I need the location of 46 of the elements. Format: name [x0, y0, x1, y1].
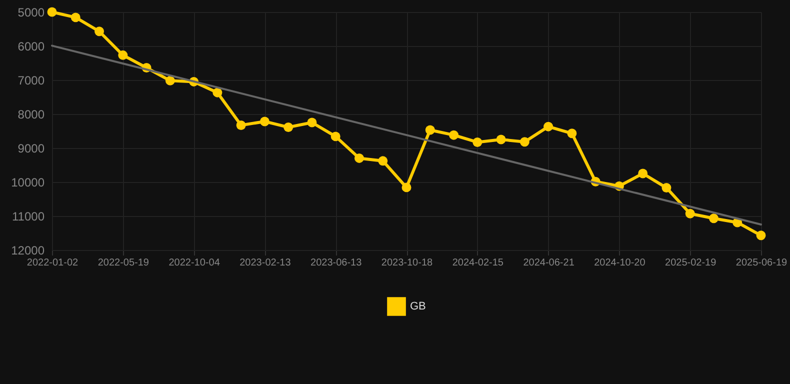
x-tick-label: 2025-06-19 — [736, 258, 788, 268]
y-tick-label: 7000 — [18, 74, 45, 88]
point — [47, 7, 57, 17]
x-tick-label: 2022-01-02 — [26, 258, 79, 268]
x-tick-label: 2024-02-15 — [452, 258, 504, 268]
legend-label: GB — [410, 300, 426, 312]
point — [354, 153, 364, 163]
x-tick-label: 2022-05-19 — [98, 258, 150, 268]
point — [567, 128, 577, 138]
point — [520, 137, 530, 147]
point — [496, 134, 506, 144]
x-tick-label: 2023-02-13 — [240, 258, 292, 268]
y-tick-label: 8000 — [18, 108, 45, 122]
y-tick-label: 10000 — [11, 176, 45, 190]
point — [212, 88, 222, 98]
point — [94, 26, 104, 36]
point — [638, 168, 648, 178]
y-tick-label: 6000 — [18, 40, 45, 54]
y-tick-label: 9000 — [18, 142, 45, 156]
x-tick-label: 2024-10-20 — [594, 258, 646, 268]
point — [378, 156, 388, 166]
x-tick-label: 2023-06-13 — [310, 258, 362, 268]
point — [425, 125, 435, 135]
point — [685, 208, 695, 218]
y-tick-label: 11000 — [12, 210, 45, 224]
x-tick-label: 2022-10-04 — [168, 258, 220, 268]
point — [402, 182, 412, 192]
point — [260, 116, 270, 126]
point — [330, 132, 340, 142]
point — [449, 130, 459, 140]
point — [236, 120, 246, 130]
x-tick-label: 2023-10-18 — [381, 258, 434, 268]
point — [544, 122, 554, 132]
point — [708, 214, 718, 224]
point — [756, 230, 766, 240]
point — [472, 137, 482, 147]
point — [284, 122, 294, 132]
x-tick-label: 2024-06-21 — [523, 258, 575, 268]
y-tick-label: 5000 — [18, 6, 45, 20]
x-tick-label: 2025-02-19 — [665, 258, 717, 268]
point — [165, 76, 175, 86]
point — [118, 50, 128, 60]
y-tick-label: 12000 — [11, 244, 45, 258]
point — [662, 183, 672, 193]
point — [70, 12, 80, 22]
point — [307, 118, 317, 128]
